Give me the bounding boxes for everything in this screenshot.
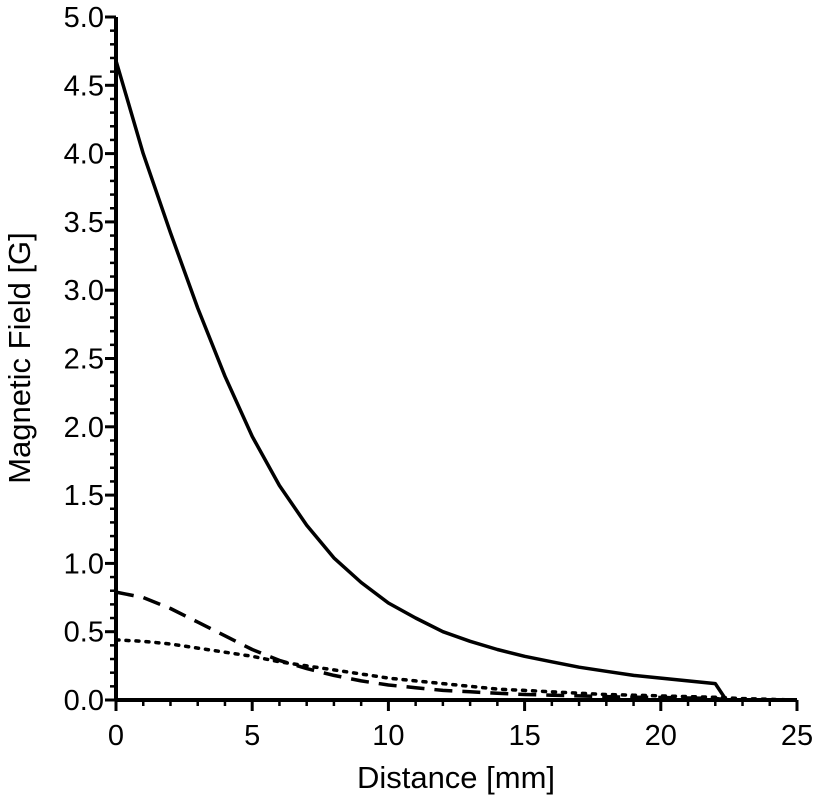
y-tick-label: 3.0 xyxy=(64,275,104,307)
y-tick-label: 1.0 xyxy=(64,548,104,580)
y-tick-label: 2.0 xyxy=(64,412,104,444)
series-layer xyxy=(114,60,799,702)
y-tick-label: 3.5 xyxy=(64,207,104,239)
series-line-dashed xyxy=(115,590,797,702)
series-line-dotted xyxy=(114,638,799,702)
y-tick-label: 0.5 xyxy=(64,617,104,649)
y-tick-label: 1.5 xyxy=(64,480,104,512)
y-tick-label: 4.5 xyxy=(64,70,104,102)
x-tick-label: 25 xyxy=(781,720,813,752)
x-tick-label: 10 xyxy=(372,720,404,752)
y-axis-title: Magnetic Field [G] xyxy=(2,232,37,484)
x-axis-title: Distance [mm] xyxy=(357,760,555,795)
x-tick-label: 15 xyxy=(508,720,540,752)
labels-layer: Distance [mm] Magnetic Field [G] xyxy=(2,232,555,795)
x-tick-label: 5 xyxy=(244,720,260,752)
y-tick-label: 2.5 xyxy=(64,344,104,376)
x-tick-label: 20 xyxy=(645,720,677,752)
ticks-layer: 0 5 10 15 20 25 0.0 0.5 1.0 1.5 2.0 2.5 3.0 3.5 4.0 4.5… xyxy=(64,2,813,752)
series-line-solid xyxy=(114,60,797,702)
y-tick-label: 4.0 xyxy=(64,139,104,171)
y-tick-label: 5.0 xyxy=(64,2,104,34)
y-tick-label: 0.0 xyxy=(64,685,104,717)
x-tick-label: 0 xyxy=(108,720,124,752)
